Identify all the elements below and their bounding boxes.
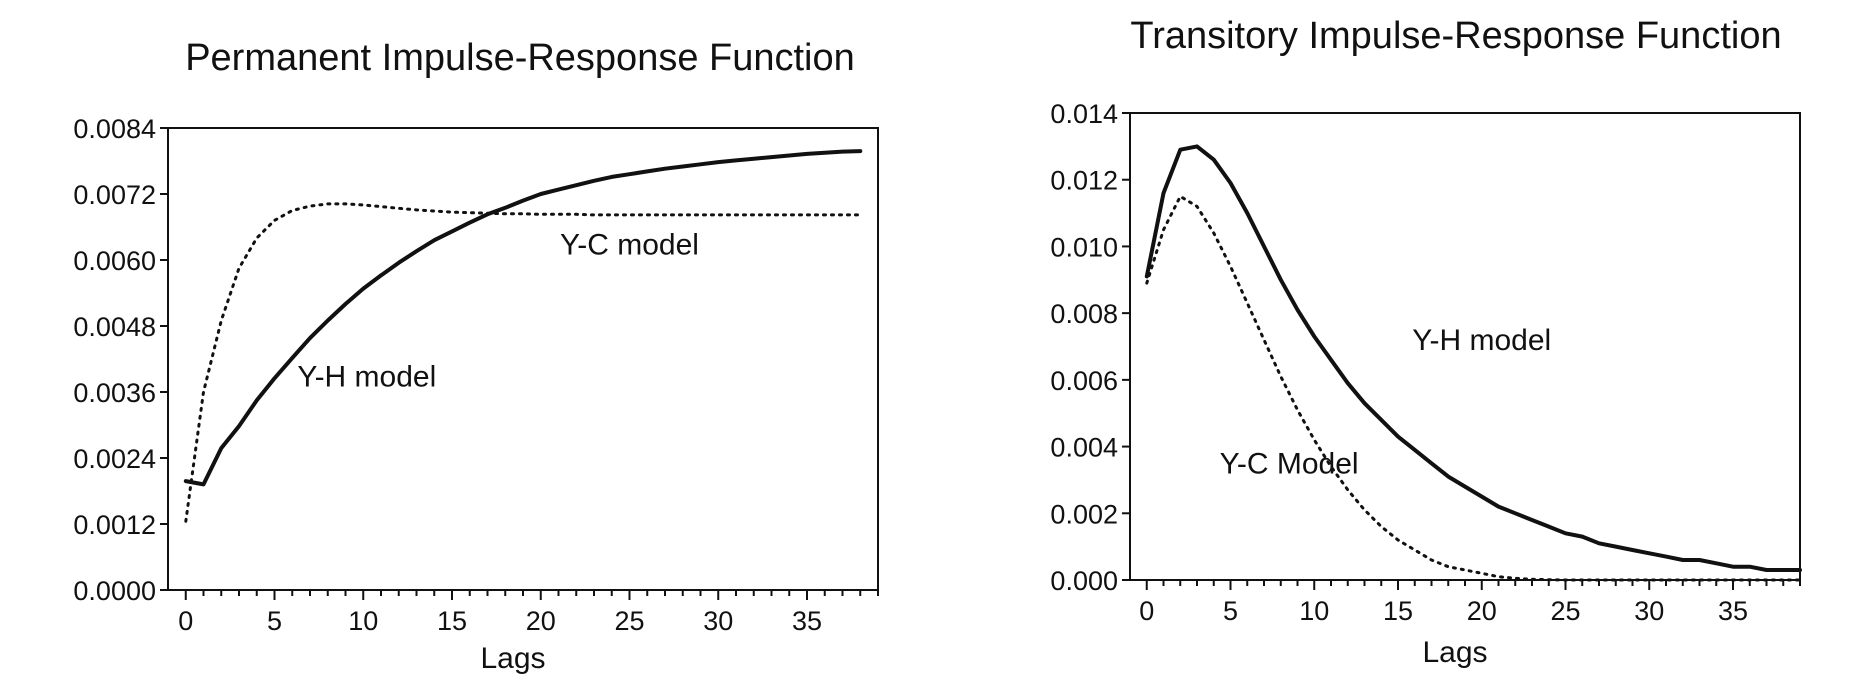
chart1-ytick-label: 0.0084 — [73, 114, 156, 144]
chart2-title: Transitory Impulse-Response Function — [1130, 15, 1781, 57]
chart1-xtick-label: 30 — [703, 606, 733, 636]
chart1-ytick-label: 0.0024 — [73, 444, 156, 474]
chart2-xtick-label: 0 — [1139, 596, 1154, 626]
chart1-series-y-h-model-line — [183, 149, 863, 487]
chart2-annotation-y-c-model: Y-C Model — [1220, 447, 1359, 480]
chart1-ytick-label: 0.0060 — [73, 246, 156, 276]
chart2-xtick-label: 5 — [1223, 596, 1238, 626]
chart1-xtick-label: 10 — [348, 606, 378, 636]
chart2-series-y-c-model-line — [1145, 194, 1802, 582]
chart2-xtick-label: 30 — [1634, 596, 1664, 626]
chart2-xtick-label: 20 — [1467, 596, 1497, 626]
chart2-xtick-label: 25 — [1550, 596, 1580, 626]
chart1-plot-frame — [167, 127, 879, 591]
chart2-ytick-label: 0.006 — [1050, 366, 1118, 396]
chart1-xtick-label: 25 — [614, 606, 644, 636]
chart2-ytick-label: 0.014 — [1050, 99, 1118, 129]
chart1-ytick-label: 0.0072 — [73, 180, 156, 210]
chart1-ytick-label: 0.0048 — [73, 312, 156, 342]
chart1-annotation-y-c-model: Y-C model — [560, 229, 699, 262]
chart2-ytick-label: 0.002 — [1050, 499, 1118, 529]
chart2-xtick-label: 15 — [1383, 596, 1413, 626]
chart2-series-y-h-model-line — [1144, 144, 1802, 572]
chart1-title: Permanent Impulse-Response Function — [185, 37, 855, 79]
chart1-xtick-label: 35 — [792, 606, 822, 636]
chart1-ytick-label: 0.0036 — [73, 378, 156, 408]
chart1-xtick-label: 20 — [526, 606, 556, 636]
chart2-ytick-label: 0.004 — [1050, 433, 1118, 463]
chart2-xtick-label: 35 — [1718, 596, 1748, 626]
chart2-ytick-label: 0.010 — [1050, 232, 1118, 262]
chart1-ytick-label: 0.0012 — [73, 510, 156, 540]
chart2-xtick-label: 10 — [1299, 596, 1329, 626]
chart2-ytick-label: 0.012 — [1050, 166, 1118, 196]
chart2-annotation-y-h-model: Y-H model — [1412, 324, 1551, 357]
chart1-xlabel: Lags — [480, 642, 545, 675]
chart1-ytick-label: 0.0000 — [73, 576, 156, 606]
chart2-ytick-label: 0.008 — [1050, 299, 1118, 329]
chart1-xtick-label: 15 — [437, 606, 467, 636]
chart2-ytick-label: 0.000 — [1050, 566, 1118, 596]
chart1-xtick-label: 0 — [178, 606, 193, 636]
chart1-xtick-label: 5 — [267, 606, 282, 636]
chart2-xlabel: Lags — [1422, 636, 1487, 669]
chart1-annotation-y-h-model: Y-H model — [297, 361, 436, 394]
chart1-series-y-c-model-line — [184, 202, 862, 523]
